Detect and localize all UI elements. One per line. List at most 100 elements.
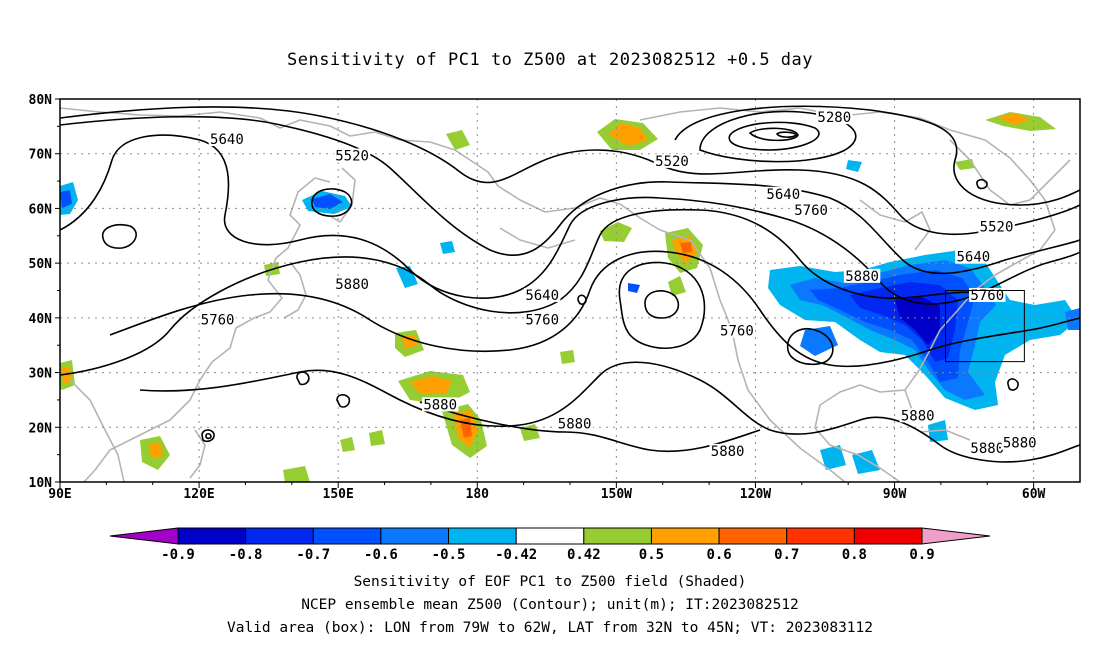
lat-tick-label: 60N xyxy=(29,202,53,217)
lat-tick-label: 80N xyxy=(29,93,53,108)
contour-label-bg xyxy=(1001,435,1038,450)
contour-label: 5280 xyxy=(817,110,851,126)
shade-patch xyxy=(340,437,355,452)
colorbar-tick-label: 0.6 xyxy=(706,547,731,563)
contour-5280-core xyxy=(748,127,799,142)
contour-5400 xyxy=(674,105,1080,206)
contour-small-2 xyxy=(336,394,351,408)
lon-tick-label: 120E xyxy=(183,487,214,502)
contour-label: 5880 xyxy=(423,397,457,413)
colorbar-tick-label: 0.9 xyxy=(909,547,934,563)
shade-patch xyxy=(628,283,640,293)
colorbar-swatch xyxy=(312,527,382,545)
figure-title: Sensitivity of PC1 to Z500 at 2023082512… xyxy=(286,50,813,70)
colorbar-tick-label: 0.5 xyxy=(639,547,664,563)
caption-line-3: Valid area (box): LON from 79W to 62W, L… xyxy=(226,620,873,636)
contour-label-bg xyxy=(969,441,1006,456)
colorbar-tick-label: -0.8 xyxy=(229,547,263,563)
colorbar-tick-label: 0.8 xyxy=(842,547,867,563)
contour-label-bg xyxy=(843,268,881,283)
colorbar-swatch xyxy=(245,527,314,545)
contour-low-center xyxy=(775,131,797,138)
contour-label-bg xyxy=(709,443,746,458)
colorbar-swatch xyxy=(650,527,720,545)
coastline-indochina xyxy=(69,379,125,482)
axis-ticks xyxy=(55,98,1035,488)
lon-tick-label: 90W xyxy=(883,487,907,502)
shade-patch xyxy=(800,326,838,356)
coastline-japan xyxy=(283,261,307,319)
lon-tick-label: 180 xyxy=(466,487,490,502)
contour-label-bg xyxy=(208,132,246,147)
contour-label: 5760 xyxy=(970,288,1004,304)
contour-label: 5880 xyxy=(901,408,935,424)
shade-patch xyxy=(148,442,163,458)
colorbar-tick-label: -0.42 xyxy=(495,547,537,563)
contour-label-bg xyxy=(333,148,371,163)
contour-label: 5760 xyxy=(201,313,235,329)
contour-small-6 xyxy=(976,178,988,190)
shade-patch xyxy=(520,424,540,441)
shade-patch xyxy=(895,296,940,345)
coastline-alaska xyxy=(497,185,846,482)
lon-tick-label: 150E xyxy=(323,487,354,502)
shade-patch xyxy=(369,430,385,446)
shade-patch xyxy=(820,445,846,470)
colorbar-triangle-low xyxy=(109,527,179,545)
contour-ring-west xyxy=(101,223,137,249)
lon-tick-label: 60W xyxy=(1022,487,1046,502)
shade-patch xyxy=(668,276,686,296)
colorbar-tick-label: -0.6 xyxy=(364,547,398,563)
contour-low-pacific-inner xyxy=(644,290,680,319)
colorbar-swatch xyxy=(515,527,585,545)
coastline-greenland xyxy=(949,139,1071,206)
contour-label: 5880 xyxy=(1003,436,1037,452)
contour-label: 5760 xyxy=(720,324,754,340)
contour-5400-inner xyxy=(728,121,820,151)
lat-tick-label: 50N xyxy=(29,257,53,272)
contour-label-bg xyxy=(421,397,459,412)
shade-patch xyxy=(60,190,72,208)
contour-5880-south xyxy=(139,361,1080,463)
coastline-philippines xyxy=(189,429,206,479)
contour-label-bg xyxy=(556,416,593,431)
contour-5640 xyxy=(60,115,1080,275)
shade-patch xyxy=(608,123,648,146)
colorbar-swatch xyxy=(786,527,855,545)
colorbar-swatch xyxy=(853,527,923,545)
coastline-cuba xyxy=(919,429,971,441)
contour-small-1 xyxy=(296,371,310,386)
shade-patch xyxy=(401,335,418,349)
contour-label-bg xyxy=(653,153,691,168)
contour-label: 5640 xyxy=(525,288,559,304)
contour-label: 5880 xyxy=(558,417,592,433)
shade-patch xyxy=(446,130,470,150)
contour-small-7 xyxy=(577,294,587,305)
lat-tick-label: 70N xyxy=(29,148,53,163)
shade-patch xyxy=(1065,308,1080,330)
contour-label-bg xyxy=(969,287,1006,302)
lon-tick-label: 150W xyxy=(601,487,632,502)
contour-small-5 xyxy=(1007,378,1019,391)
coastline-kamchatka xyxy=(329,167,356,223)
shade-patch xyxy=(560,350,575,364)
contour-5280 xyxy=(699,110,857,163)
contour-label: 5880 xyxy=(845,269,879,285)
coastline-asia-north xyxy=(60,107,499,187)
contour-low-pacific xyxy=(618,261,706,350)
contour-5880-belt xyxy=(419,401,761,453)
contour-5880-sub xyxy=(109,250,1080,368)
lat-tick-label: 30N xyxy=(29,367,53,382)
contour-5520-north xyxy=(60,106,1080,235)
caption-line-2: NCEP ensemble mean Z500 (Contour); unit(… xyxy=(301,597,799,613)
lat-tick-label: 40N xyxy=(29,312,53,327)
colorbar-swatch xyxy=(718,527,788,545)
lon-tick-label: 90E xyxy=(48,487,71,502)
coastline-hudson xyxy=(859,199,931,251)
contour-label-bg xyxy=(899,408,936,423)
contour-label: 5520 xyxy=(655,154,689,170)
lon-tick-label: 120W xyxy=(740,487,771,502)
